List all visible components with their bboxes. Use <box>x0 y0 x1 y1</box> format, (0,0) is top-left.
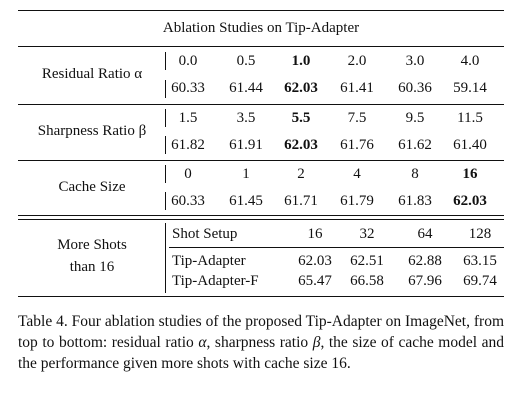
shot-score-cell: 62.88 <box>408 253 442 269</box>
separator <box>165 109 166 127</box>
rule-sharpness <box>18 160 504 161</box>
caption-text-3: , the size of cache model and the perfor… <box>18 334 504 372</box>
separator <box>165 192 166 210</box>
sharpness-setting-cell: 7.5 <box>347 110 367 126</box>
residual-setting-cell: 4.0 <box>460 53 480 69</box>
residual-setting-cell: 0.5 <box>236 53 256 69</box>
shot-score-cell: 66.58 <box>350 273 384 289</box>
shot-count-cell: 32 <box>359 226 375 242</box>
shot-score-cell: 69.74 <box>463 273 497 289</box>
sharpness-setting-cell: 1.5 <box>178 110 198 126</box>
sharpness-score-cell: 61.82 <box>171 137 205 153</box>
caption-text-1: Four ablation studies of the proposed Ti… <box>18 313 505 351</box>
rule-cache-b <box>18 219 504 220</box>
cache-score-cell: 61.83 <box>398 193 432 209</box>
rule-top <box>18 10 504 11</box>
sharpness-setting-cell: 3.5 <box>236 110 256 126</box>
sharpness-setting-cell: 11.5 <box>457 110 483 126</box>
cache-setting-cell: 0 <box>184 166 192 182</box>
cache-score-cell: 61.71 <box>284 193 318 209</box>
cache-setting-cell: 4 <box>353 166 361 182</box>
shot-score-cell: 62.51 <box>350 253 384 269</box>
residual-score-cell: 61.41 <box>340 80 374 96</box>
method-name: Tip-Adapter-F <box>172 273 259 289</box>
sharpness-score-cell: 61.91 <box>229 137 263 153</box>
shot-score-cell: 65.47 <box>298 273 332 289</box>
rule-bottom <box>18 296 504 297</box>
cache-setting-cell: 1 <box>242 166 250 182</box>
rule-shot-header <box>169 247 504 248</box>
cache-setting-cell: 8 <box>411 166 419 182</box>
residual-score-cell: 61.44 <box>229 80 263 96</box>
cache-label: Cache Size <box>58 179 126 195</box>
residual-label: Residual Ratio α <box>41 66 143 82</box>
method-name: Tip-Adapter <box>172 253 246 269</box>
cache-score-cell: 62.03 <box>453 193 487 209</box>
caption-alpha: α <box>198 334 207 351</box>
caption-text-2: , sharpness ratio <box>206 334 313 351</box>
shot-score-cell: 62.03 <box>298 253 332 269</box>
rule-residual <box>18 104 504 105</box>
sharpness-score-cell: 61.40 <box>453 137 487 153</box>
sharpness-label: Sharpness Ratio β <box>37 123 147 139</box>
shot-count-cell: 16 <box>307 226 323 242</box>
sharpness-score-cell: 62.03 <box>284 137 318 153</box>
cache-score-cell: 61.79 <box>340 193 374 209</box>
sharpness-score-cell: 61.76 <box>340 137 374 153</box>
caption-lead: Table 4. <box>18 313 68 330</box>
residual-score-cell: 59.14 <box>453 80 487 96</box>
more-shots-label-line2: than 16 <box>69 259 115 275</box>
caption-beta: β <box>312 334 321 351</box>
sharpness-setting-cell: 9.5 <box>405 110 425 126</box>
separator <box>165 165 166 183</box>
shot-count-cell: 64 <box>417 226 433 242</box>
shot-score-cell: 67.96 <box>408 273 442 289</box>
rule-cache-a <box>18 215 504 216</box>
table-caption: Table 4. Four ablation studies of the pr… <box>18 311 504 374</box>
residual-setting-cell: 0.0 <box>178 53 198 69</box>
cache-score-cell: 60.33 <box>171 193 205 209</box>
shot-score-cell: 63.15 <box>463 253 497 269</box>
residual-setting-cell: 2.0 <box>347 53 367 69</box>
separator <box>165 136 166 154</box>
ablation-table: Ablation Studies on Tip-Adapter Residual… <box>18 8 504 298</box>
cache-setting-cell: 2 <box>297 166 305 182</box>
sharpness-setting-cell: 5.5 <box>291 110 311 126</box>
separator <box>165 223 166 293</box>
residual-score-cell: 60.36 <box>398 80 432 96</box>
cache-setting-cell: 16 <box>462 166 478 182</box>
residual-setting-cell: 3.0 <box>405 53 425 69</box>
residual-score-cell: 60.33 <box>171 80 205 96</box>
table-title: Ablation Studies on Tip-Adapter <box>162 20 360 36</box>
more-shots-label-line1: More Shots <box>57 237 127 253</box>
sharpness-score-cell: 61.62 <box>398 137 432 153</box>
rule-title <box>18 46 504 47</box>
shot-count-cell: 128 <box>468 226 492 242</box>
shot-setup-header: Shot Setup <box>172 226 238 242</box>
cache-score-cell: 61.45 <box>229 193 263 209</box>
separator <box>165 80 166 98</box>
separator <box>165 52 166 70</box>
residual-setting-cell: 1.0 <box>291 53 311 69</box>
residual-score-cell: 62.03 <box>284 80 318 96</box>
